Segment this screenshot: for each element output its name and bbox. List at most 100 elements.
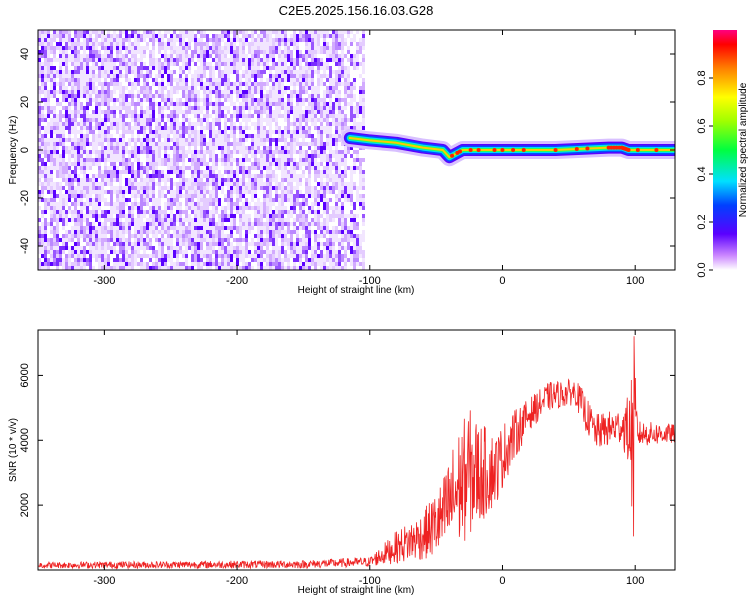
spectrogram-cell bbox=[101, 234, 104, 238]
spectrogram-cell bbox=[323, 218, 326, 222]
spectrogram-cell bbox=[167, 62, 170, 70]
spectrogram-cell bbox=[329, 66, 332, 74]
spectrogram-cell bbox=[317, 110, 320, 114]
spectrogram-cell bbox=[98, 198, 101, 202]
spectrogram-cell bbox=[146, 174, 149, 178]
spectrogram-cell bbox=[260, 62, 263, 66]
spectrogram-cell bbox=[311, 86, 314, 90]
spectrogram-cell bbox=[254, 162, 257, 166]
spectrogram-cell bbox=[242, 174, 245, 182]
spectrogram-cell bbox=[293, 58, 296, 62]
spectrogram-cell bbox=[170, 214, 173, 218]
spectrogram-cell bbox=[74, 202, 77, 210]
spectrogram-cell bbox=[266, 242, 269, 246]
spectrogram-cell bbox=[122, 94, 125, 98]
spectrogram-cell bbox=[308, 50, 311, 54]
spectrogram-cell bbox=[56, 218, 59, 222]
spectrogram-cell bbox=[101, 254, 104, 258]
spectrogram-cell bbox=[155, 218, 158, 222]
spectrogram-cell bbox=[302, 86, 305, 90]
spectrogram-cell bbox=[41, 266, 44, 270]
spectrogram-cell bbox=[50, 62, 53, 66]
spectrogram-cell bbox=[137, 246, 140, 254]
spectrogram-cell bbox=[188, 54, 191, 58]
spectrogram-cell bbox=[152, 262, 155, 266]
spectrogram-cell bbox=[362, 186, 365, 190]
spectrogram-cell bbox=[347, 198, 350, 202]
spectrogram-cell bbox=[125, 46, 128, 50]
spectrogram-cell bbox=[233, 254, 236, 258]
spectrogram-cell bbox=[311, 30, 314, 34]
spectrogram-cell bbox=[71, 238, 74, 242]
spectrogram-cell bbox=[329, 74, 332, 78]
spectrogram-cell bbox=[137, 182, 140, 190]
spectrogram-cell bbox=[176, 258, 179, 262]
spectrogram-cell bbox=[134, 218, 137, 226]
spectrogram-cell bbox=[116, 210, 119, 214]
spectrogram-cell bbox=[284, 50, 287, 54]
spectrogram-cell bbox=[152, 254, 155, 258]
spectrogram-cell bbox=[80, 34, 83, 38]
spectrogram-cell bbox=[215, 38, 218, 42]
spectrogram-cell bbox=[167, 218, 170, 226]
spectrogram-cell bbox=[350, 178, 353, 186]
spectrogram-cell bbox=[353, 186, 356, 190]
spectrogram-cell bbox=[44, 102, 47, 110]
spectrogram-cell bbox=[194, 222, 197, 226]
spectrogram-cell bbox=[95, 122, 98, 130]
spectrogram-cell bbox=[239, 46, 242, 50]
spectrogram-cell bbox=[269, 86, 272, 90]
spectrogram-cell bbox=[56, 74, 59, 78]
spectrogram-cell bbox=[218, 170, 221, 178]
spectrogram-cell bbox=[38, 70, 41, 74]
spectrogram-cell bbox=[179, 130, 182, 134]
spectrogram-cell bbox=[212, 170, 215, 174]
spectrogram-cell bbox=[161, 34, 164, 38]
spectrogram-cell bbox=[188, 110, 191, 114]
spectrogram-cell bbox=[89, 198, 92, 202]
spectrogram-cell bbox=[338, 266, 341, 270]
spectrogram-cell bbox=[263, 162, 266, 166]
spectrogram-cell bbox=[92, 150, 95, 154]
spectrogram-cell bbox=[260, 82, 263, 90]
spectrogram-cell bbox=[305, 162, 308, 166]
spectrogram-cell bbox=[47, 206, 50, 210]
spectrogram-cell bbox=[320, 186, 323, 190]
spectrogram-cell bbox=[308, 194, 311, 198]
spectrogram-cell bbox=[56, 142, 59, 146]
spectrogram-cell bbox=[137, 170, 140, 178]
spectrogram-cell bbox=[188, 134, 191, 138]
spectrogram-cell bbox=[209, 126, 212, 130]
spectrogram-cell bbox=[128, 178, 131, 186]
spectrogram-cell bbox=[41, 118, 44, 122]
spectrogram-cell bbox=[230, 234, 233, 238]
spectrogram-cell bbox=[332, 134, 335, 138]
spectrogram-cell bbox=[347, 190, 350, 194]
spectrogram-cell bbox=[209, 266, 212, 270]
spectrogram-cell bbox=[62, 234, 65, 238]
spectrogram-cell bbox=[287, 182, 290, 186]
spectrogram-cell bbox=[230, 142, 233, 146]
spectrogram-cell bbox=[326, 66, 329, 70]
spectrogram-cell bbox=[137, 210, 140, 214]
spectrogram-cell bbox=[182, 70, 185, 74]
spectrogram-cell bbox=[122, 122, 125, 130]
spectrogram-cell bbox=[203, 66, 206, 70]
spectrogram-cell bbox=[344, 114, 347, 118]
spectrogram-cell bbox=[188, 222, 191, 226]
spectrogram-cell bbox=[95, 106, 98, 114]
spectrogram-cell bbox=[89, 82, 92, 90]
spectrogram-cell bbox=[59, 186, 62, 190]
spectrogram-cell bbox=[233, 182, 236, 186]
spectrogram-cell bbox=[86, 86, 89, 90]
spectrogram-cell bbox=[155, 146, 158, 150]
spectrogram-cell bbox=[311, 118, 314, 122]
spectrogram-cell bbox=[218, 178, 221, 182]
spectrogram-cell bbox=[320, 98, 323, 102]
spectrogram-cell bbox=[266, 258, 269, 262]
spectrogram-cell bbox=[215, 166, 218, 170]
spectrogram-cell bbox=[266, 102, 269, 106]
spectrogram-cell bbox=[329, 90, 332, 98]
spectrogram-cell bbox=[329, 162, 332, 166]
spectrogram-cell bbox=[362, 110, 365, 114]
